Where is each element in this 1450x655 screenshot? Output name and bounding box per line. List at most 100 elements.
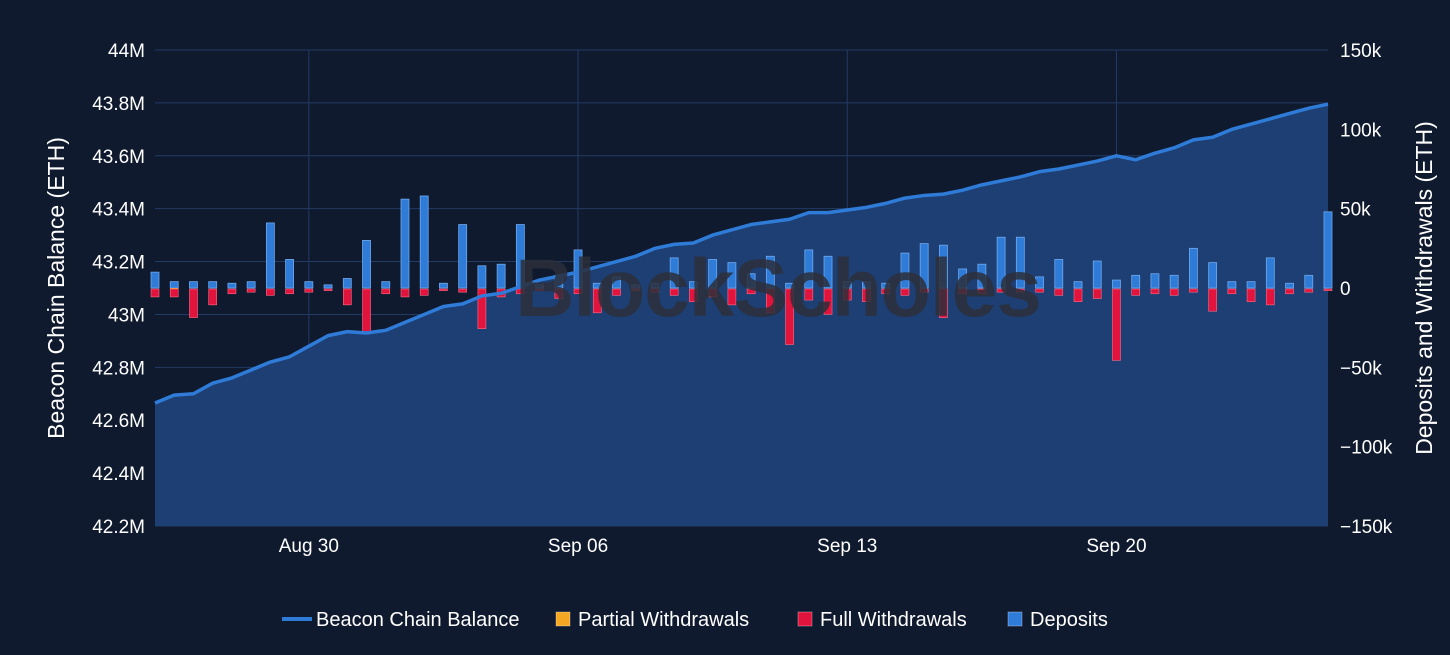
legend-label-full-withdrawals: Full Withdrawals — [820, 609, 967, 631]
full-withdrawal-bar — [516, 288, 525, 295]
deposit-bar — [169, 281, 179, 289]
full-withdrawal-bar — [1227, 288, 1237, 295]
full-withdrawal-bar — [746, 288, 756, 295]
y-right-tick-label: −100k — [1340, 438, 1393, 459]
deposit-bar — [265, 222, 275, 289]
full-withdrawal-bar — [323, 288, 333, 291]
deposit-bar — [1054, 259, 1064, 289]
y-left-tick-label: 42.6M — [92, 411, 145, 432]
deposit-bar — [785, 282, 794, 289]
y-right-axis-title: Deposits and Withdrawals (ETH) — [1411, 121, 1437, 455]
deposit-bar — [919, 243, 929, 289]
full-withdrawal-bar — [766, 288, 775, 314]
watermark-logo: BlockScholes — [515, 243, 1041, 334]
deposit-bar — [977, 263, 987, 289]
full-withdrawal-bar — [189, 288, 198, 318]
full-withdrawal-bar — [939, 288, 948, 318]
legend-swatch-deposits — [1007, 611, 1023, 627]
full-withdrawal-bar — [881, 288, 891, 295]
deposit-bar — [208, 281, 218, 289]
deposit-bar — [1035, 276, 1044, 289]
deposit-bar — [1015, 236, 1025, 289]
deposit-bar — [458, 224, 468, 289]
y-right-tick-label: 50k — [1340, 200, 1371, 221]
deposit-bar — [1208, 262, 1218, 289]
full-withdrawal-bar — [958, 288, 967, 295]
full-withdrawal-bar — [381, 288, 391, 295]
deposit-bar — [765, 255, 775, 289]
full-withdrawal-bar — [919, 288, 929, 293]
deposit-bar — [592, 282, 602, 289]
x-tick-label: Sep 06 — [548, 536, 608, 557]
full-withdrawal-bar — [458, 288, 467, 293]
balance-area — [155, 104, 1328, 526]
full-withdrawal-bar — [689, 288, 698, 302]
x-tick-label: Aug 30 — [279, 536, 339, 557]
full-withdrawal-bar — [823, 288, 833, 315]
full-withdrawal-bar — [554, 288, 564, 299]
deposit-bar — [862, 281, 871, 289]
y-left-axis-title: Beacon Chain Balance (ETH) — [43, 137, 69, 439]
deposit-bar — [939, 244, 948, 289]
full-withdrawal-bar — [1246, 288, 1256, 302]
full-withdrawal-bar — [1150, 288, 1160, 295]
x-tick-label: Sep 13 — [817, 536, 877, 557]
deposit-bar — [689, 281, 698, 289]
deposit-bar — [304, 281, 314, 289]
full-withdrawal-bar — [1054, 288, 1064, 296]
y-right-tick-label: −150k — [1340, 517, 1393, 538]
deposit-bar — [419, 195, 429, 289]
legend-swatch-partial-withdrawals — [555, 611, 571, 627]
deposit-bar — [400, 198, 410, 289]
deposit-bar — [746, 273, 756, 289]
y-left-tick-label: 42.2M — [92, 517, 145, 538]
deposit-bar — [631, 284, 641, 289]
full-withdrawal-bar — [535, 288, 544, 291]
full-withdrawal-bar — [1016, 288, 1025, 293]
deposit-bar — [900, 252, 910, 289]
deposit-bar — [246, 281, 256, 289]
deposit-bar — [342, 278, 352, 289]
full-withdrawal-bar — [1112, 288, 1121, 361]
full-withdrawal-bar — [977, 288, 987, 295]
full-withdrawal-bar — [362, 288, 371, 334]
full-withdrawal-bar — [727, 288, 737, 306]
full-withdrawal-bar — [862, 288, 871, 302]
deposit-bar — [150, 271, 160, 289]
full-withdrawal-bar — [400, 288, 410, 298]
full-withdrawal-bar — [150, 288, 160, 298]
balance-line — [154, 102, 1329, 405]
deposit-bar — [669, 257, 679, 289]
deposit-bar — [1150, 273, 1160, 289]
full-withdrawal-bar — [592, 288, 602, 314]
full-withdrawal-bar — [1304, 288, 1314, 293]
full-withdrawal-bar — [631, 288, 641, 291]
deposit-bar — [958, 268, 968, 289]
deposit-bar — [573, 249, 583, 289]
y-left-tick-label: 42.8M — [92, 358, 145, 379]
full-withdrawal-bar — [1169, 288, 1179, 296]
deposit-bar — [1265, 257, 1275, 289]
y-right-tick-label: −50k — [1340, 358, 1382, 379]
balance-area-fill — [155, 104, 1328, 526]
y-left-tick-label: 43.2M — [92, 253, 145, 274]
deposit-bar — [439, 282, 448, 289]
full-withdrawal-bar — [439, 288, 448, 291]
y-right-tick-label: 100k — [1340, 120, 1382, 141]
full-withdrawal-bar — [1189, 288, 1198, 293]
full-withdrawal-bar — [1073, 288, 1083, 302]
deposit-bar — [189, 281, 198, 289]
deposit-bar — [1131, 274, 1141, 289]
deposit-bar — [477, 265, 487, 289]
deposit-bar — [842, 281, 852, 289]
deposit-bar — [227, 282, 237, 289]
deposit-bar — [612, 276, 621, 289]
full-withdrawal-bar — [669, 288, 679, 296]
full-withdrawal-bar — [208, 288, 217, 306]
full-withdrawal-bar — [573, 288, 583, 295]
full-withdrawal-bar — [1092, 288, 1102, 299]
deposit-bar — [1112, 279, 1121, 289]
full-withdrawal-bar — [419, 288, 429, 296]
full-withdrawal-bar — [342, 288, 352, 306]
deposit-bar — [496, 263, 506, 289]
